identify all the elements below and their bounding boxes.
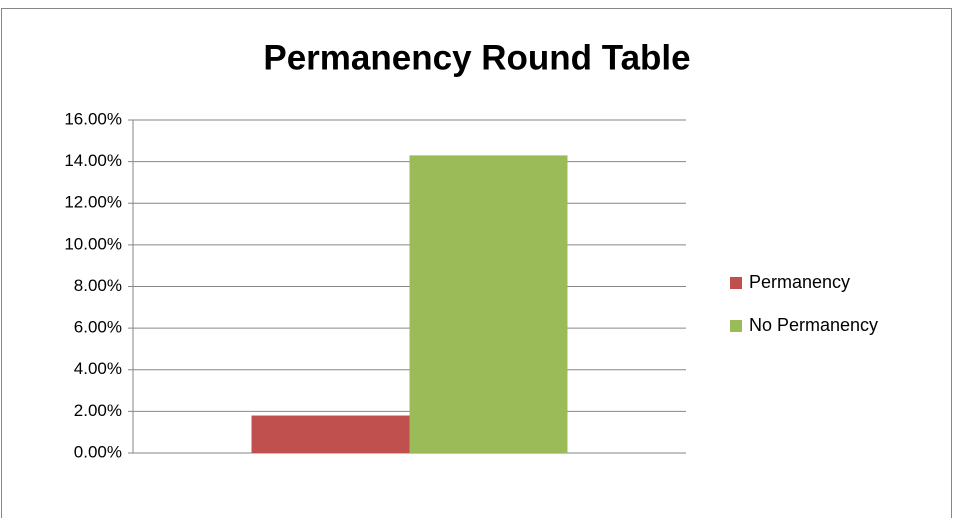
y-tick-label: 10.00% bbox=[64, 234, 122, 253]
bar bbox=[409, 155, 568, 453]
y-tick-label: 8.00% bbox=[74, 276, 122, 295]
y-tick-label: 14.00% bbox=[64, 151, 122, 170]
y-tick-label: 2.00% bbox=[74, 401, 122, 420]
legend-swatch bbox=[730, 320, 742, 332]
bar bbox=[251, 415, 410, 453]
y-tick-label: 12.00% bbox=[64, 193, 122, 212]
legend-swatch bbox=[730, 277, 742, 289]
legend-label: No Permanency bbox=[749, 315, 878, 335]
chart-title: Permanency Round Table bbox=[263, 38, 690, 77]
y-tick-label: 4.00% bbox=[74, 359, 122, 378]
y-tick-label: 16.00% bbox=[64, 109, 122, 128]
y-tick-label: 0.00% bbox=[74, 442, 122, 461]
y-tick-label: 6.00% bbox=[74, 318, 122, 337]
legend-label: Permanency bbox=[749, 272, 850, 292]
